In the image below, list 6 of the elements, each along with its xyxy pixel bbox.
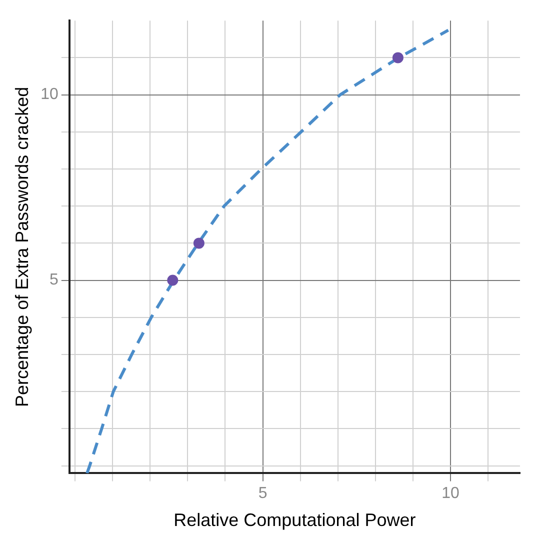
- point: [167, 274, 178, 286]
- point: [193, 238, 204, 249]
- x-axis-title: Relative Computational Power: [174, 510, 416, 530]
- point: [392, 52, 404, 64]
- line-series: [86, 28, 450, 474]
- y-axis-title: Percentage of Extra Passwords cracked: [12, 86, 32, 407]
